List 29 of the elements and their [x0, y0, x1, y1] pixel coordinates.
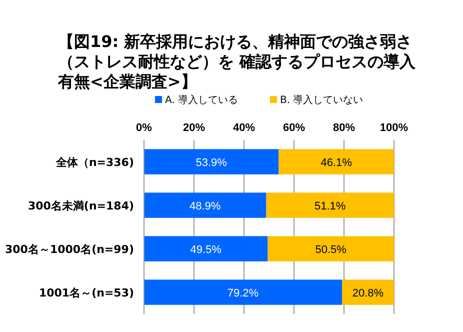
bar — [268, 236, 394, 262]
data-label: 79.2% — [227, 287, 259, 300]
y-tick-label: 1001名～(n=53) — [38, 286, 134, 300]
legend-label: B. 導入していない — [280, 94, 364, 106]
bar — [144, 192, 266, 218]
chart-title: 【図19: 新卒採用における、精神面での強さ弱さ（ストレス耐性など）を 確認するプロセスの導入有無<企業調査>】 — [58, 32, 417, 92]
bar — [278, 149, 394, 174]
x-tick-label: 20% — [182, 122, 206, 134]
data-label: 49.5% — [190, 244, 222, 256]
data-label: 53.9% — [196, 156, 228, 169]
y-tick-label: 全体（n=336) — [54, 156, 134, 169]
y-tick-label: 300名～1000名(n=99) — [5, 242, 134, 256]
bar — [144, 236, 268, 262]
data-label: 51.1% — [314, 200, 346, 212]
x-tick-label: 40% — [232, 122, 256, 134]
bar — [144, 149, 279, 174]
bar — [342, 280, 394, 305]
data-label: 50.5% — [315, 244, 347, 256]
data-label: 48.9% — [190, 200, 221, 212]
data-label: 20.8% — [352, 287, 384, 300]
x-tick-label: 60% — [282, 122, 306, 134]
y-tick-label: 300名未満(n=184) — [28, 199, 134, 212]
legend-label: A. 導入している — [165, 94, 238, 106]
bar — [144, 280, 342, 305]
x-tick-label: 80% — [332, 122, 356, 134]
data-label: 46.1% — [320, 156, 352, 169]
x-tick-label: 100% — [380, 122, 408, 134]
bar — [266, 192, 394, 218]
x-tick-label: 0% — [136, 122, 152, 134]
